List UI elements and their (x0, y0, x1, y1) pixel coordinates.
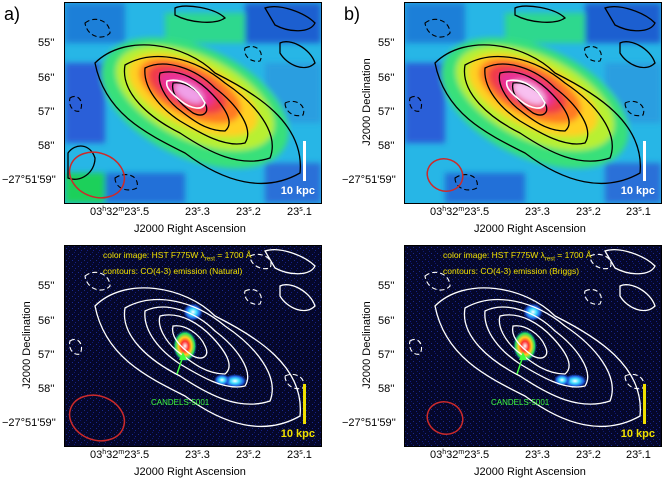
y-tick-58-b: 58'' (378, 140, 395, 152)
y-tick-59-b: −27°51'59'' (342, 174, 396, 186)
x-tick-first-b: 03h32m23s.5 (430, 206, 490, 218)
hst-image-natural (65, 246, 321, 446)
y-tick-56-b: 56'' (378, 72, 395, 84)
co-map-image-a (65, 3, 321, 203)
x-axis-label-a: J2000 Right Ascension (134, 223, 246, 235)
panel-label-b: b) (344, 4, 361, 24)
annotation-briggs: color image: HST F775W λrest = 1700 Å co… (443, 250, 592, 276)
y-axis-label-briggs: J2000 Declination (361, 301, 373, 389)
x-tick-3-briggs: 23s.3 (525, 449, 550, 461)
y-tick-55-a: 55'' (38, 37, 55, 49)
y-tick-56-a: 56'' (38, 72, 55, 84)
co-map-panel-a: 10 kpc (64, 2, 322, 204)
x-axis-label-natural: J2000 Right Ascension (134, 466, 246, 478)
y-tick-59-a: −27°51'59'' (2, 174, 56, 186)
scale-bar-label-b: 10 kpc (620, 185, 655, 197)
y-tick-58-a: 58'' (38, 140, 55, 152)
scale-bar-natural (303, 384, 306, 424)
y-axis-label-b: J2000 Declination (361, 58, 373, 146)
y-tick-56-briggs: 56'' (378, 315, 395, 327)
y-tick-55-natural: 55'' (38, 280, 55, 292)
y-tick-56-natural: 56'' (38, 315, 55, 327)
scale-bar-briggs (643, 384, 646, 424)
scale-bar-b (643, 141, 646, 181)
x-tick-1-a: 23s.1 (287, 206, 312, 218)
source-label-natural: CANDELS-5001 (151, 398, 210, 407)
y-tick-57-a: 57'' (38, 106, 55, 118)
source-label-briggs: CANDELS-5001 (491, 398, 550, 407)
x-tick-1-briggs: 23s.1 (626, 449, 651, 461)
y-tick-57-b: 57'' (378, 106, 395, 118)
y-axis-label-natural: J2000 Declination (21, 301, 33, 389)
x-tick-1-natural: 23s.1 (287, 449, 312, 461)
hst-image-panel-briggs: color image: HST F775W λrest = 1700 Å co… (404, 245, 662, 447)
beam-ellipse-briggs (426, 401, 464, 435)
co-map-panel-b: 10 kpc (404, 2, 662, 204)
y-tick-55-briggs: 55'' (378, 280, 395, 292)
x-tick-1-b: 23s.1 (626, 206, 651, 218)
panel-label-a: a) (4, 4, 21, 24)
scale-bar-label-a: 10 kpc (280, 185, 315, 197)
annotation-natural: color image: HST F775W λrest = 1700 Å co… (103, 250, 252, 276)
x-axis-label-b: J2000 Right Ascension (474, 223, 586, 235)
x-tick-2-a: 23s.2 (236, 206, 261, 218)
y-tick-59-natural: −27°51'59'' (2, 417, 56, 429)
y-tick-59-briggs: −27°51'59'' (342, 417, 396, 429)
scale-bar-a (303, 141, 306, 181)
x-tick-2-b: 23s.2 (576, 206, 601, 218)
scale-bar-label-briggs: 10 kpc (620, 428, 655, 440)
beam-ellipse-natural (68, 394, 126, 442)
hst-image-panel-natural: color image: HST F775W λrest = 1700 Å co… (64, 245, 322, 447)
x-tick-3-a: 23s.3 (185, 206, 210, 218)
co-map-image-b (405, 3, 661, 203)
x-tick-2-briggs: 23s.2 (576, 449, 601, 461)
x-tick-3-b: 23s.3 (525, 206, 550, 218)
y-tick-55-b: 55'' (378, 37, 395, 49)
scale-bar-label-natural: 10 kpc (280, 428, 315, 440)
x-tick-3-natural: 23s.3 (185, 449, 210, 461)
x-axis-label-briggs: J2000 Right Ascension (474, 466, 586, 478)
y-tick-58-briggs: 58'' (378, 383, 395, 395)
beam-ellipse-b (426, 158, 464, 192)
x-tick-2-natural: 23s.2 (236, 449, 261, 461)
x-tick-first-a: 03h32m23s.5 (90, 206, 150, 218)
y-tick-57-natural: 57'' (38, 349, 55, 361)
hst-image-briggs (405, 246, 661, 446)
y-tick-57-briggs: 57'' (378, 349, 395, 361)
x-tick-first-natural: 03h32m23s.5 (90, 449, 150, 461)
y-tick-58-natural: 58'' (38, 383, 55, 395)
x-tick-first-briggs: 03h32m23s.5 (430, 449, 490, 461)
beam-ellipse-a (68, 151, 126, 199)
